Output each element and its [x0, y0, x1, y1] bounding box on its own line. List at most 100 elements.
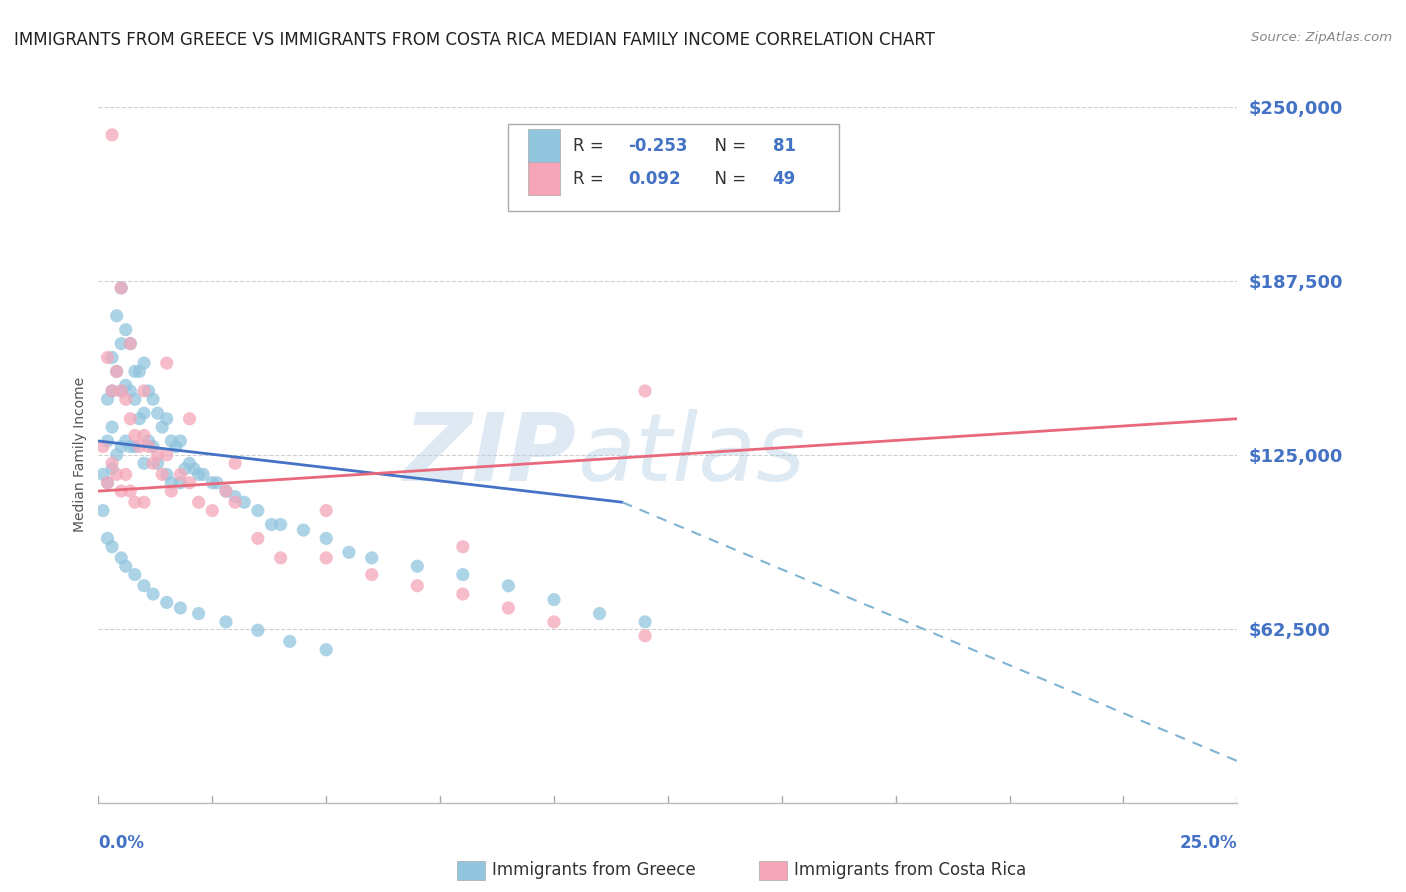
Point [132, 356, 155, 370]
Point [96, 392, 118, 407]
Point [187, 607, 209, 621]
Text: 49: 49 [773, 169, 796, 187]
Point [120, 440, 142, 454]
Point [215, 484, 238, 499]
Point [96, 434, 118, 448]
Point [120, 484, 142, 499]
Point [146, 456, 169, 470]
Point [360, 567, 382, 582]
Point [187, 467, 209, 482]
Bar [457, 861, 485, 880]
Point [96, 351, 118, 365]
Point [132, 579, 155, 593]
Point [120, 384, 142, 398]
Point [205, 475, 228, 490]
Point [96, 532, 118, 546]
Point [110, 384, 132, 398]
Point [124, 495, 146, 509]
Point [169, 475, 191, 490]
Point [110, 440, 132, 454]
Point [451, 587, 474, 601]
Point [142, 392, 165, 407]
Point [91, 503, 114, 517]
Point [101, 384, 124, 398]
Point [224, 456, 246, 470]
Point [132, 406, 155, 420]
Text: 0.092: 0.092 [628, 169, 681, 187]
Point [101, 540, 124, 554]
Point [132, 495, 155, 509]
Text: ZIP: ZIP [404, 409, 576, 501]
Point [105, 467, 128, 482]
Point [146, 448, 169, 462]
Text: Source: ZipAtlas.com: Source: ZipAtlas.com [1251, 31, 1392, 45]
Point [270, 517, 292, 532]
Point [124, 364, 146, 378]
Point [105, 364, 128, 378]
Point [360, 550, 382, 565]
Point [201, 475, 224, 490]
Point [114, 467, 136, 482]
Point [246, 624, 269, 638]
Point [156, 411, 179, 425]
Point [128, 411, 150, 425]
Point [132, 428, 155, 442]
Point [150, 467, 173, 482]
Point [179, 475, 201, 490]
Point [187, 495, 209, 509]
Text: N =: N = [704, 137, 752, 155]
Point [174, 462, 197, 476]
Point [128, 440, 150, 454]
Text: 81: 81 [773, 137, 796, 155]
FancyBboxPatch shape [527, 162, 560, 195]
Point [120, 336, 142, 351]
Point [101, 420, 124, 434]
Point [406, 559, 429, 574]
Point [101, 462, 124, 476]
Point [91, 467, 114, 482]
FancyBboxPatch shape [509, 124, 839, 211]
Text: 0.0%: 0.0% [98, 834, 145, 852]
Point [105, 309, 128, 323]
Point [246, 532, 269, 546]
Point [120, 336, 142, 351]
Point [96, 475, 118, 490]
Point [146, 406, 169, 420]
Point [142, 440, 165, 454]
Point [101, 384, 124, 398]
Y-axis label: Median Family Income: Median Family Income [73, 377, 87, 533]
Point [128, 364, 150, 378]
Point [156, 448, 179, 462]
Point [114, 323, 136, 337]
Point [270, 550, 292, 565]
Point [337, 545, 360, 559]
Point [233, 495, 256, 509]
Point [156, 467, 179, 482]
Point [156, 356, 179, 370]
Point [101, 128, 124, 142]
Point [634, 384, 657, 398]
Point [138, 440, 160, 454]
Point [101, 351, 124, 365]
Point [193, 467, 215, 482]
Text: R =: R = [574, 169, 609, 187]
Text: atlas: atlas [576, 409, 806, 500]
Point [169, 434, 191, 448]
Point [634, 629, 657, 643]
Point [114, 392, 136, 407]
Bar [759, 861, 787, 880]
Point [138, 434, 160, 448]
Text: -0.253: -0.253 [628, 137, 688, 155]
Point [124, 440, 146, 454]
Point [132, 384, 155, 398]
Point [169, 601, 191, 615]
Text: R =: R = [574, 137, 609, 155]
Point [150, 420, 173, 434]
Point [124, 392, 146, 407]
Text: Immigrants from Costa Rica: Immigrants from Costa Rica [794, 861, 1026, 879]
Point [110, 336, 132, 351]
Point [132, 456, 155, 470]
Point [101, 456, 124, 470]
Point [215, 615, 238, 629]
Text: N =: N = [704, 169, 752, 187]
